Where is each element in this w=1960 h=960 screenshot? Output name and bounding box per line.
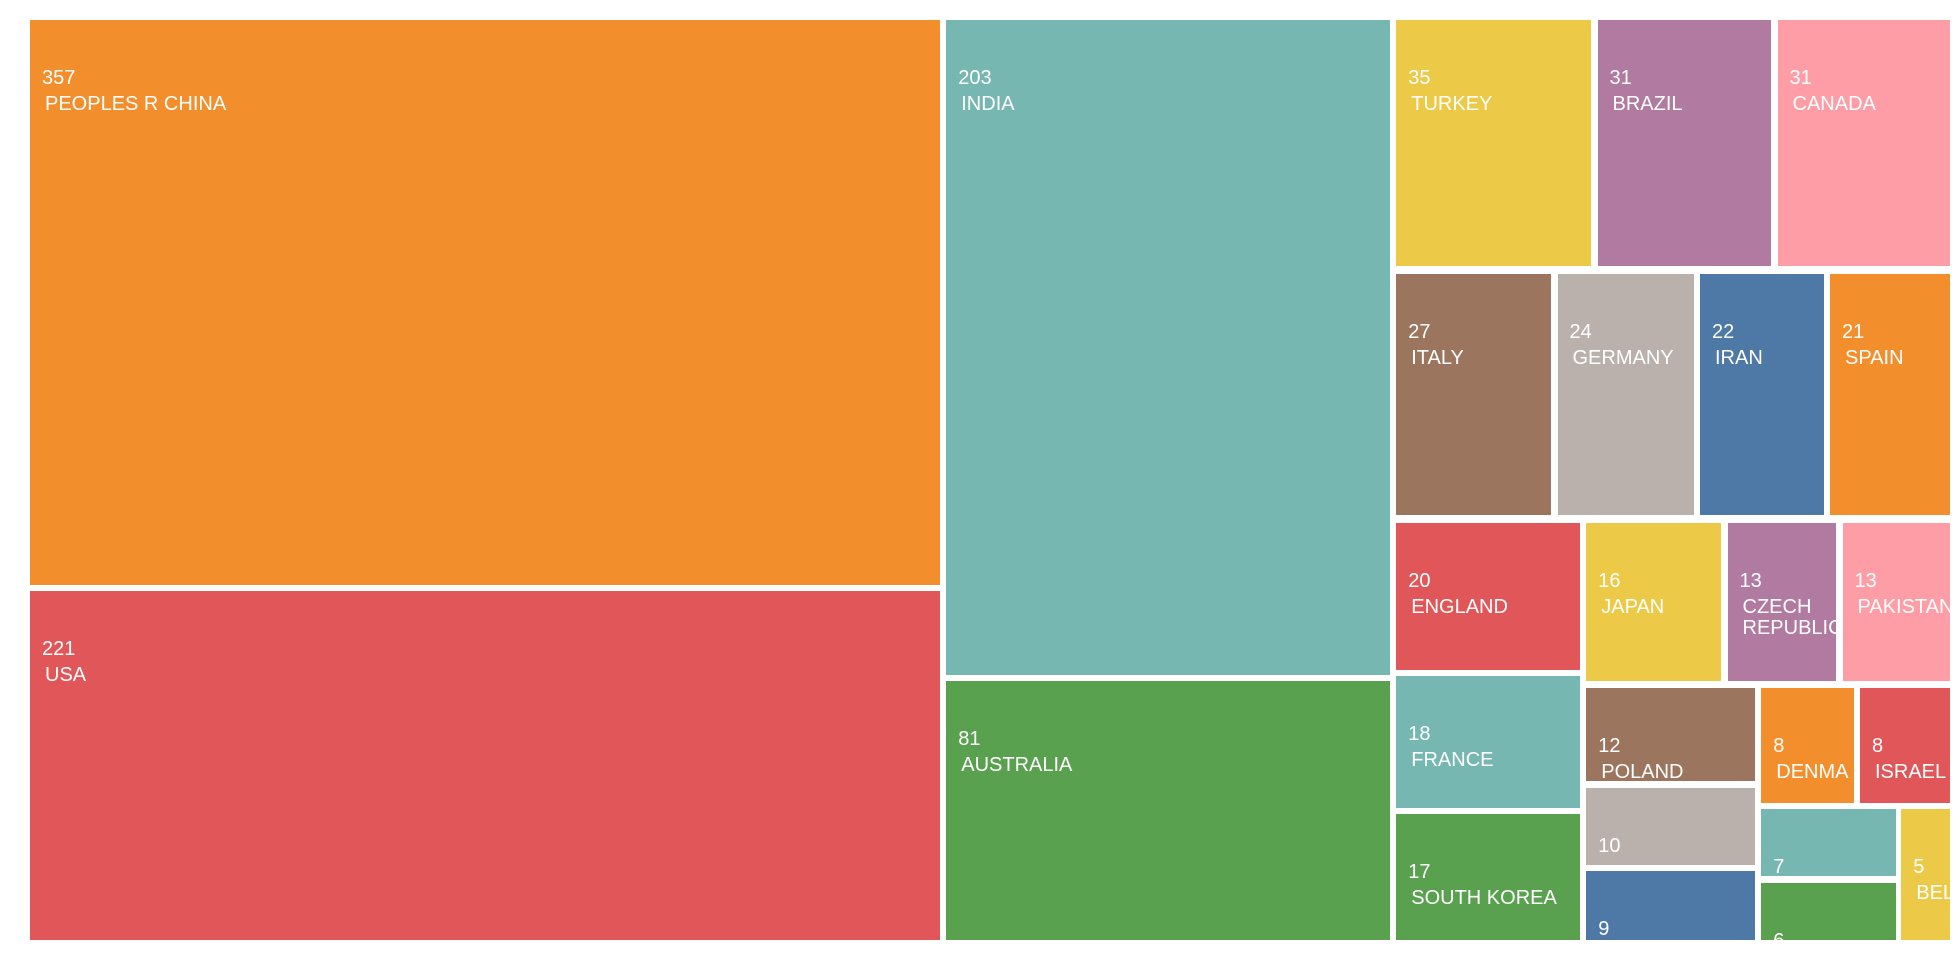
category-label: JAPAN — [1601, 595, 1665, 618]
value-label: 221 — [42, 638, 76, 661]
category-label: GERMANY — [1572, 346, 1674, 369]
treemap-cell: 10 — [1586, 787, 1755, 865]
treemap-cell: 27 ITALY — [1396, 273, 1552, 515]
value-label: 20 — [1408, 569, 1431, 592]
category-label: SPAIN — [1845, 346, 1904, 369]
treemap-cell: 13 CZECH REPUBLIC — [1727, 522, 1837, 682]
treemap-cell: 13 PAKISTAN — [1842, 522, 1951, 682]
treemap-cell: 35 TURKEY — [1396, 20, 1592, 267]
value-label: 9 — [1598, 918, 1610, 940]
treemap-cell: 24 GERMANY — [1557, 273, 1694, 515]
value-label: 18 — [1408, 723, 1431, 746]
treemap-cell: 21 SPAIN — [1830, 273, 1950, 515]
treemap-cell: 9 — [1586, 871, 1755, 940]
value-label: 35 — [1408, 67, 1431, 89]
value-label: 17 — [1408, 860, 1431, 883]
treemap-cell: 31 CANADA — [1777, 20, 1950, 267]
category-label: USA — [45, 664, 87, 687]
treemap-cell: 81 AUSTRALIA — [946, 681, 1390, 940]
treemap-cell: 8 ISRAEL — [1860, 687, 1950, 803]
category-label: ISRAEL — [1875, 760, 1947, 783]
value-label: 16 — [1598, 569, 1621, 592]
category-label: PAKISTAN — [1857, 595, 1951, 618]
treemap-cell: 12 POLAND — [1586, 687, 1755, 782]
value-label: 22 — [1712, 320, 1735, 343]
value-label: 12 — [1598, 734, 1621, 757]
value-label: 5 — [1913, 855, 1925, 878]
value-label: 31 — [1609, 67, 1632, 89]
treemap-cell: 17 SOUTH KOREA — [1396, 813, 1580, 940]
value-label: 31 — [1789, 67, 1812, 89]
category-label: TURKEY — [1411, 93, 1493, 115]
treemap-cell: 203 INDIA — [946, 20, 1390, 675]
category-label: SOUTH KOREA — [1411, 886, 1557, 909]
category-label: IRAN — [1715, 346, 1763, 369]
value-label: 203 — [958, 67, 992, 89]
category-label: BRAZIL — [1612, 93, 1683, 115]
treemap-cell: 20 ENGLAND — [1396, 522, 1580, 670]
value-label: 81 — [958, 728, 981, 751]
treemap-cell: 18 FRANCE — [1396, 676, 1580, 808]
value-label: 10 — [1598, 834, 1621, 857]
treemap-cell: 221 USA — [30, 591, 940, 940]
category-label: PEOPLES R CHINA — [45, 93, 227, 115]
category-label: BEL — [1916, 881, 1950, 904]
category-label: CANADA — [1792, 93, 1876, 115]
value-label: 6 — [1773, 929, 1784, 941]
treemap-cell: 31 BRAZIL — [1597, 20, 1772, 267]
value-label: 8 — [1773, 734, 1785, 757]
treemap-cell: 7 — [1761, 808, 1897, 877]
value-label: 13 — [1854, 569, 1877, 592]
category-label: CZECH REPUBLIC — [1742, 595, 1837, 639]
category-label: AUSTRALIA — [961, 754, 1073, 777]
value-label: 357 — [42, 67, 76, 89]
category-label: ENGLAND — [1411, 595, 1508, 618]
value-label: 27 — [1408, 320, 1431, 343]
treemap-cell: 22 IRAN — [1700, 273, 1824, 515]
value-label: 13 — [1739, 569, 1762, 592]
value-label: 24 — [1569, 320, 1592, 343]
value-label: 7 — [1773, 855, 1785, 877]
category-label: FRANCE — [1411, 749, 1494, 772]
treemap-cell: 5 BEL — [1901, 808, 1950, 940]
category-label: POLAND — [1601, 760, 1684, 782]
category-label: INDIA — [961, 93, 1015, 115]
category-label: ITALY — [1411, 346, 1464, 369]
value-label: 8 — [1872, 734, 1884, 757]
treemap-cell: 6 — [1761, 882, 1897, 941]
treemap-cell: 8 DENMA — [1761, 687, 1854, 803]
treemap-cell: 357 PEOPLES R CHINA — [30, 20, 940, 585]
treemap-cell: 16 JAPAN — [1586, 522, 1722, 682]
value-label: 21 — [1842, 320, 1865, 343]
category-label: DENMA — [1776, 760, 1849, 783]
